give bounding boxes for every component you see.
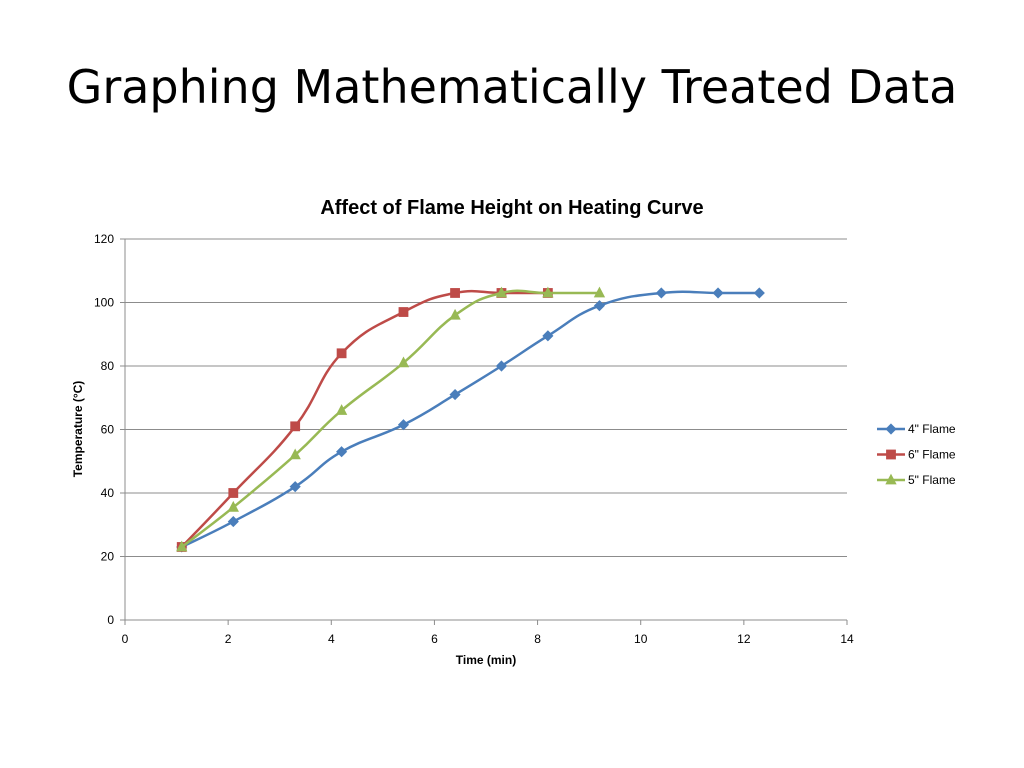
y-axis-label: Temperature (°C) [71, 381, 85, 478]
data-point [176, 540, 188, 552]
series-5-flame [176, 286, 606, 552]
legend-item: 4" Flame [877, 422, 956, 436]
data-point [290, 421, 301, 432]
legend-marker [886, 449, 896, 460]
y-tick-label: 120 [94, 232, 114, 246]
data-point [336, 446, 348, 458]
data-point [753, 287, 765, 299]
legend-marker [885, 473, 897, 485]
x-tick-labels: 0 2 4 6 8 10 12 14 [122, 632, 854, 646]
y-tick-label: 60 [101, 423, 115, 437]
y-tick-label: 80 [101, 359, 115, 373]
legend-label: 5" Flame [908, 473, 956, 487]
data-point [712, 287, 724, 299]
series-layer [176, 286, 765, 553]
data-point [542, 286, 554, 298]
data-point [227, 516, 239, 528]
data-point [495, 286, 508, 298]
legend: 4" Flame 6" Flame 5" Flame [877, 422, 956, 487]
series-line [180, 289, 548, 548]
data-point [228, 488, 239, 498]
slide-title: Graphing Mathematically Treated Data [66, 60, 958, 114]
x-tick-label: 0 [122, 632, 129, 646]
x-tick-label: 4 [328, 632, 335, 646]
data-point [227, 500, 239, 512]
data-point [449, 308, 461, 320]
x-tick-label: 6 [431, 632, 438, 646]
gridlines [125, 238, 847, 557]
data-point [397, 419, 410, 431]
data-point [655, 287, 667, 299]
x-tick-label: 12 [737, 632, 751, 646]
data-point [335, 404, 348, 415]
y-tick-label: 0 [107, 613, 114, 627]
chart-title: Affect of Flame Height on Heating Curve [320, 197, 703, 219]
legend-label: 6" Flame [908, 448, 956, 462]
series-6-flame [176, 288, 553, 552]
data-point [398, 307, 409, 317]
x-axis-label: Time (min) [456, 653, 516, 667]
series-line [181, 290, 760, 549]
legend-marker [885, 423, 897, 435]
y-tick-label: 20 [101, 550, 115, 564]
legend-item: 6" Flame [877, 448, 956, 462]
legend-label: 4" Flame [908, 422, 956, 436]
y-tick-label: 100 [94, 296, 114, 310]
x-tick-label: 14 [840, 632, 854, 646]
data-point [336, 348, 347, 359]
y-tick-label: 40 [101, 486, 115, 500]
data-point [495, 360, 508, 372]
data-point [397, 356, 410, 368]
data-point [593, 286, 606, 298]
series-line [180, 289, 600, 548]
y-tick-labels: 0 20 40 60 80 100 120 [94, 232, 114, 627]
data-point [289, 448, 301, 460]
legend-item: 5" Flame [877, 473, 956, 487]
data-point [593, 300, 606, 312]
data-point [542, 330, 554, 342]
data-point [289, 481, 301, 493]
data-point [449, 389, 461, 401]
x-tick-label: 10 [634, 632, 648, 646]
x-tick-label: 8 [534, 632, 541, 646]
axes [120, 238, 848, 625]
x-tick-label: 2 [225, 632, 232, 646]
data-point [450, 288, 460, 298]
series-4-flame [176, 287, 765, 553]
